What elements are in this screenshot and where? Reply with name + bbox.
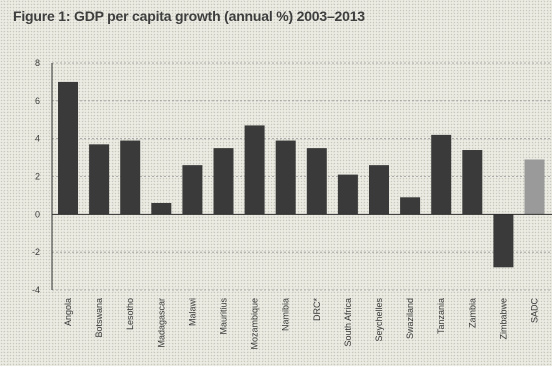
bar bbox=[151, 202, 172, 215]
x-tick-label: South Africa bbox=[343, 298, 353, 347]
y-tick-label: -2 bbox=[32, 247, 40, 257]
y-tick-label: 0 bbox=[35, 209, 40, 219]
y-tick-label: 8 bbox=[35, 58, 40, 68]
x-tick-label: Angola bbox=[63, 298, 73, 326]
bar bbox=[213, 148, 234, 215]
x-tick-label: Namibia bbox=[281, 298, 291, 331]
bar bbox=[182, 165, 203, 215]
bar bbox=[431, 134, 452, 215]
y-tick-label: -4 bbox=[32, 285, 40, 295]
bar bbox=[244, 125, 265, 215]
chart-title: Figure 1: GDP per capita growth (annual … bbox=[13, 8, 365, 24]
x-tick-label: Swaziland bbox=[405, 298, 415, 339]
y-tick-label: 2 bbox=[35, 172, 40, 182]
bar bbox=[120, 140, 141, 215]
bar bbox=[337, 174, 358, 215]
bar bbox=[400, 197, 421, 215]
bar bbox=[524, 159, 545, 215]
x-tick-label: Mozambique bbox=[250, 298, 260, 350]
bar bbox=[89, 144, 110, 215]
bar bbox=[369, 165, 389, 215]
x-tick-label: Botswana bbox=[94, 298, 104, 338]
x-tick-label: Seychelles bbox=[374, 298, 384, 342]
bar bbox=[462, 150, 483, 215]
y-tick-label: 4 bbox=[35, 134, 40, 144]
x-tick-label: Zimbabwe bbox=[498, 298, 508, 340]
x-tick-label: Mauritius bbox=[219, 298, 229, 335]
bar bbox=[58, 81, 78, 215]
bar bbox=[306, 148, 327, 215]
x-tick-label: SADC bbox=[530, 298, 540, 324]
x-tick-label: Tanzania bbox=[436, 298, 446, 334]
x-tick-label: Malawi bbox=[187, 298, 197, 326]
y-tick-label: 6 bbox=[35, 96, 40, 106]
bar bbox=[493, 214, 514, 268]
x-tick-label: Lesotho bbox=[125, 298, 135, 330]
x-tick-label: DRC* bbox=[312, 298, 322, 321]
bar bbox=[275, 140, 296, 215]
x-tick-label: Madagascar bbox=[156, 298, 166, 348]
x-tick-label: Zambia bbox=[467, 298, 477, 328]
